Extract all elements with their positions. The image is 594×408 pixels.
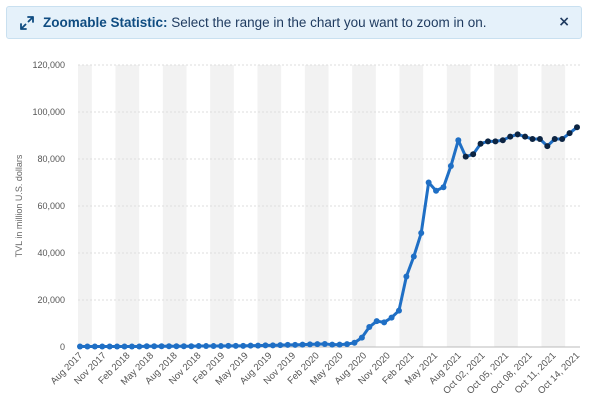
data-point[interactable]: [180, 343, 187, 350]
data-point[interactable]: [410, 253, 417, 260]
data-point[interactable]: [225, 342, 232, 349]
data-point[interactable]: [203, 343, 210, 350]
data-point[interactable]: [255, 342, 262, 349]
y-tick-label: 20,000: [37, 295, 65, 305]
data-point[interactable]: [455, 137, 462, 144]
data-point[interactable]: [188, 343, 195, 350]
data-point[interactable]: [262, 342, 269, 349]
data-point[interactable]: [499, 137, 506, 144]
data-point[interactable]: [351, 339, 358, 346]
data-point[interactable]: [522, 133, 529, 140]
grid-band: [257, 65, 282, 347]
data-point[interactable]: [284, 341, 291, 348]
data-point[interactable]: [425, 179, 432, 186]
data-point[interactable]: [344, 341, 351, 348]
data-point[interactable]: [358, 334, 365, 341]
data-point[interactable]: [121, 343, 128, 350]
data-point[interactable]: [507, 133, 514, 140]
data-point[interactable]: [433, 187, 440, 194]
data-point[interactable]: [574, 124, 580, 131]
y-tick-label: 80,000: [37, 154, 65, 164]
banner-text: Zoomable Statistic: Select the range in …: [43, 15, 486, 30]
data-point[interactable]: [551, 136, 558, 143]
data-point[interactable]: [166, 343, 173, 350]
banner-title: Zoomable Statistic:: [43, 15, 168, 30]
data-point[interactable]: [514, 131, 521, 138]
data-point[interactable]: [321, 340, 328, 347]
data-point[interactable]: [247, 342, 254, 349]
data-point[interactable]: [84, 343, 91, 350]
data-point[interactable]: [559, 136, 566, 143]
data-point[interactable]: [158, 343, 165, 350]
data-point[interactable]: [299, 341, 306, 348]
data-point[interactable]: [403, 273, 410, 280]
data-point[interactable]: [440, 184, 447, 191]
banner-message: Select the range in the chart you want t…: [167, 15, 487, 30]
data-point[interactable]: [77, 343, 83, 350]
data-point[interactable]: [381, 319, 388, 326]
data-point[interactable]: [292, 341, 299, 348]
data-point[interactable]: [99, 343, 106, 350]
data-point[interactable]: [151, 343, 158, 350]
data-point[interactable]: [128, 343, 135, 350]
data-point[interactable]: [314, 341, 321, 348]
data-point[interactable]: [91, 343, 98, 350]
data-point[interactable]: [240, 342, 247, 349]
data-point[interactable]: [388, 314, 395, 321]
data-point[interactable]: [544, 143, 551, 150]
data-point[interactable]: [232, 342, 239, 349]
data-point[interactable]: [336, 341, 343, 348]
data-point[interactable]: [395, 307, 402, 314]
y-tick-label: 120,000: [32, 60, 65, 70]
data-point[interactable]: [470, 151, 477, 158]
data-point[interactable]: [529, 136, 536, 143]
data-point[interactable]: [173, 343, 180, 350]
data-point[interactable]: [484, 138, 491, 145]
data-point[interactable]: [143, 343, 150, 350]
data-point[interactable]: [136, 343, 143, 350]
data-point[interactable]: [306, 341, 313, 348]
data-point[interactable]: [366, 324, 373, 331]
y-tick-label: 100,000: [32, 107, 65, 117]
data-point[interactable]: [462, 153, 469, 160]
y-tick-label: 60,000: [37, 201, 65, 211]
grid-band: [78, 65, 92, 347]
y-axis-label: TVL in million U.S. dollars: [14, 154, 24, 257]
data-point[interactable]: [477, 140, 484, 147]
data-point[interactable]: [373, 318, 380, 325]
grid-band: [304, 65, 329, 347]
data-point[interactable]: [210, 343, 217, 350]
zoom-info-banner: Zoomable Statistic: Select the range in …: [6, 6, 582, 39]
y-tick-label: 40,000: [37, 248, 65, 258]
data-point[interactable]: [566, 130, 573, 137]
data-point[interactable]: [492, 138, 499, 145]
data-point[interactable]: [329, 341, 336, 348]
data-point[interactable]: [114, 343, 121, 350]
data-point[interactable]: [217, 343, 224, 350]
data-point[interactable]: [277, 342, 284, 349]
data-points[interactable]: [77, 124, 580, 350]
y-tick-label: 0: [60, 342, 65, 352]
grid-band: [541, 65, 566, 347]
close-icon[interactable]: ×: [558, 14, 570, 30]
data-point[interactable]: [418, 230, 425, 237]
data-point[interactable]: [447, 163, 454, 170]
data-point[interactable]: [536, 136, 543, 143]
expand-arrows-icon: [20, 16, 34, 30]
data-point[interactable]: [195, 343, 202, 350]
data-point[interactable]: [106, 343, 113, 350]
data-point[interactable]: [269, 342, 276, 349]
y-axis-ticks: 0 20,000 40,000 60,000 80,000 100,000 120,000: [32, 60, 65, 352]
